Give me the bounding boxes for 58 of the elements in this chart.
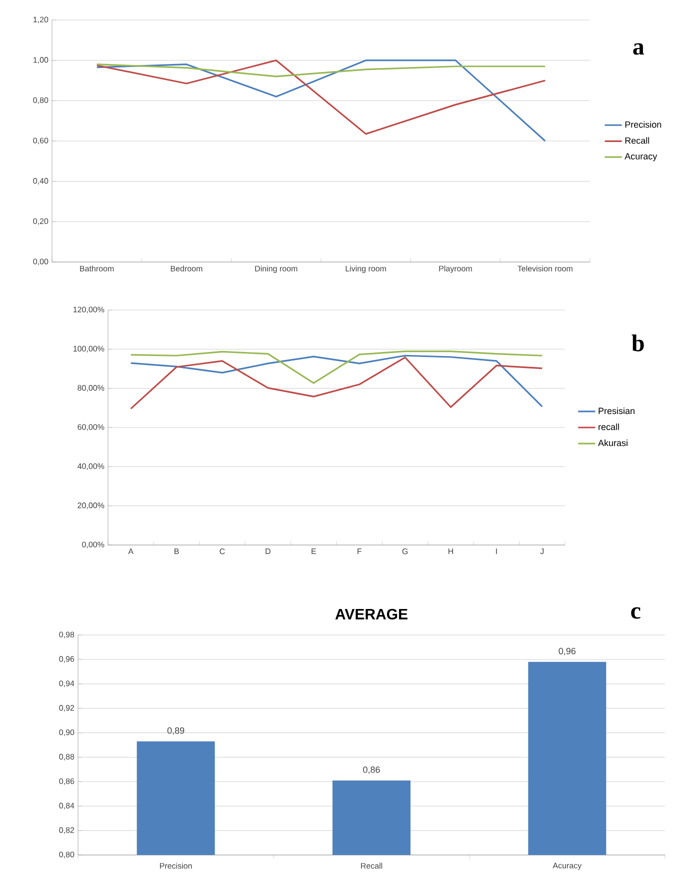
x-tick-label: Television room bbox=[518, 266, 572, 272]
text: b bbox=[632, 334, 644, 352]
x-tick-label: Recall bbox=[361, 862, 382, 869]
y-tick-label: 40,00% bbox=[78, 463, 104, 470]
legend-label: Akurasi bbox=[598, 440, 628, 446]
x-tick-label: Dining room bbox=[255, 266, 298, 273]
x-tick-label: E bbox=[312, 548, 316, 554]
y-tick-label: 80,00% bbox=[78, 385, 104, 392]
y-tick-label: 0,00% bbox=[82, 542, 104, 548]
y-tick-label: 100,00% bbox=[73, 346, 104, 352]
y-tick-label: 0,80 bbox=[33, 97, 48, 104]
text: a bbox=[633, 43, 644, 55]
y-tick-label: 0,20 bbox=[33, 218, 48, 225]
legend-label: Acuracy bbox=[624, 153, 658, 162]
x-tick-label: A bbox=[128, 548, 134, 554]
y-tick-label: 0,80 bbox=[59, 852, 74, 858]
x-tick-label: Acuracy bbox=[552, 862, 582, 870]
y-tick-label: 0,40 bbox=[33, 178, 48, 185]
x-tick-label: H bbox=[448, 548, 453, 554]
x-tick-label: Bathroom bbox=[80, 266, 114, 272]
chart-title: AVERAGE bbox=[335, 608, 408, 620]
y-tick-label: 0,00 bbox=[33, 258, 48, 266]
legend-label: recall bbox=[598, 423, 619, 430]
legend-label: Precision bbox=[625, 121, 662, 128]
x-tick-label: F bbox=[358, 548, 362, 554]
y-tick-label: 1,00 bbox=[34, 57, 48, 64]
x-tick-label: D bbox=[266, 548, 270, 554]
data-label: 0,96 bbox=[558, 648, 576, 656]
x-tick-label: G bbox=[402, 548, 408, 554]
x-tick-label: J bbox=[540, 548, 544, 554]
legend-label: Presisian bbox=[598, 407, 634, 414]
x-tick-label: Bedroom bbox=[170, 266, 202, 272]
y-tick-label: 0,82 bbox=[59, 827, 74, 834]
y-tick-label: 120,00% bbox=[73, 306, 104, 314]
y-tick-label: 0,94 bbox=[59, 680, 74, 688]
y-tick-label: 0,60 bbox=[33, 138, 48, 144]
y-tick-label: 0,92 bbox=[59, 705, 74, 712]
line-series bbox=[130, 350, 543, 384]
x-tick-label: B bbox=[174, 548, 179, 554]
data-label: 0,86 bbox=[363, 766, 380, 774]
legend-label: Recall bbox=[625, 137, 650, 144]
y-tick-label: 60,00% bbox=[78, 424, 104, 431]
y-tick-label: 1,20 bbox=[34, 16, 48, 24]
y-tick-label: 0,88 bbox=[59, 754, 74, 761]
line-series bbox=[96, 64, 546, 78]
x-tick-label: Playroom bbox=[439, 266, 472, 273]
x-tick-label: I bbox=[496, 548, 497, 554]
x-tick-label: Living room bbox=[346, 266, 386, 273]
y-tick-label: 0,96 bbox=[59, 656, 74, 663]
y-tick-label: 0,98 bbox=[59, 632, 74, 638]
x-tick-label: Precision bbox=[160, 862, 192, 869]
y-tick-label: 0,84 bbox=[59, 802, 74, 810]
y-tick-label: 20,00% bbox=[78, 502, 104, 510]
data-label: 0,89 bbox=[167, 727, 184, 735]
y-tick-label: 0,90 bbox=[59, 729, 74, 736]
text: c bbox=[631, 607, 640, 619]
y-tick-label: 0,86 bbox=[59, 778, 74, 785]
x-tick-label: C bbox=[220, 548, 225, 554]
